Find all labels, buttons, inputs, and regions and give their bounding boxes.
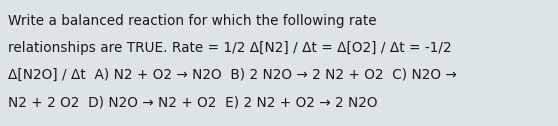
Text: Write a balanced reaction for which the following rate: Write a balanced reaction for which the …	[8, 14, 377, 28]
Text: N2 + 2 O2  D) N2O → N2 + O2  E) 2 N2 + O2 → 2 N2O: N2 + 2 O2 D) N2O → N2 + O2 E) 2 N2 + O2 …	[8, 95, 378, 109]
Text: relationships are TRUE. Rate = 1/2 Δ[N2] / Δt = Δ[O2] / Δt = -1/2: relationships are TRUE. Rate = 1/2 Δ[N2]…	[8, 41, 451, 55]
Text: Δ[N2O] / Δt  A) N2 + O2 → N2O  B) 2 N2O → 2 N2 + O2  C) N2O →: Δ[N2O] / Δt A) N2 + O2 → N2O B) 2 N2O → …	[8, 68, 457, 82]
